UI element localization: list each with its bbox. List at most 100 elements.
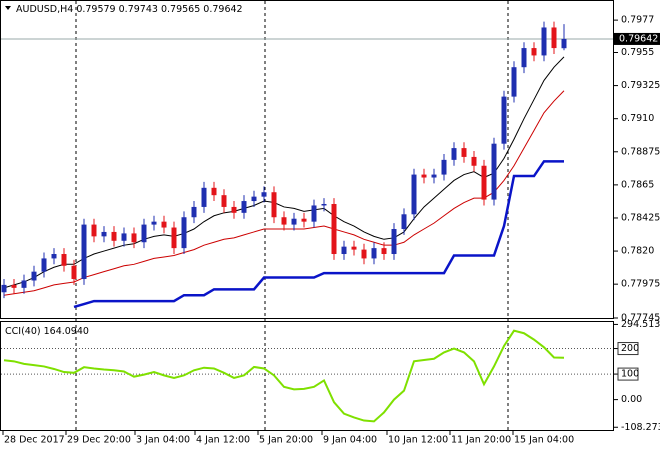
candle-body (391, 229, 397, 255)
candle-body (501, 96, 507, 144)
candle-body (341, 246, 347, 255)
candle-body (471, 156, 477, 166)
candle-body (151, 221, 157, 225)
candle-body (91, 224, 97, 237)
candle-body (131, 233, 137, 243)
cci-tick-label: 100 (621, 369, 639, 380)
cci-level-box (617, 342, 639, 356)
candle-body (321, 203, 327, 206)
candle-body (421, 174, 427, 178)
candle-body (331, 203, 337, 255)
cci-tick-label: -108.2739 (621, 422, 660, 433)
candle-body (511, 67, 517, 97)
candle-body (241, 201, 247, 213)
candle-body (481, 165, 487, 200)
candle-body (251, 196, 257, 202)
candle-body (231, 206, 237, 213)
candle-body (191, 206, 197, 218)
candle-body (431, 174, 437, 178)
x-tick-label: 3 Jan 04:00 (136, 435, 190, 446)
cci-tick-label: 0.00 (621, 394, 642, 405)
overlay-line (73, 160, 564, 309)
candle-body (121, 233, 127, 241)
candle-body (221, 195, 227, 207)
x-tick-label: 10 Jan 12:00 (388, 435, 448, 446)
candle-body (11, 284, 17, 288)
cci-tick-label: 294.513 (621, 319, 660, 330)
close: 0.79642 (203, 4, 242, 15)
candle-body (141, 224, 147, 243)
cci-line (3, 329, 565, 423)
candle-body (161, 221, 167, 228)
candle-body (181, 217, 187, 249)
x-tick-label: 9 Jan 04:00 (323, 435, 377, 446)
candle-body (361, 249, 367, 259)
candle-body (531, 48, 537, 56)
cci-name: CCI(40) (5, 326, 41, 337)
candle-body (371, 248, 377, 259)
candle-body (81, 224, 87, 280)
candle-body (201, 187, 207, 207)
symbol: AUDUSD,H4 (16, 4, 73, 15)
candle-body (451, 148, 457, 160)
x-tick-label: 29 Dec 20:00 (67, 435, 131, 446)
candle-body (441, 159, 447, 175)
x-tick-label: 15 Jan 04:00 (514, 435, 574, 446)
candle-body (111, 231, 117, 241)
candle-body (41, 258, 47, 272)
candle-body (521, 48, 527, 68)
cci-level-box (617, 367, 639, 381)
candle-body (411, 174, 417, 215)
current-price-label: 0.79642 (619, 33, 658, 44)
cci-header: CCI(40) 164.0940 (5, 326, 89, 337)
x-tick-label: 4 Jan 12:00 (196, 435, 250, 446)
y-tick-label: 0.7955 (621, 47, 654, 58)
candle-body (281, 217, 287, 225)
candle-body (1, 284, 7, 293)
cci-panel (0, 321, 614, 431)
low: 0.79565 (161, 4, 200, 15)
candle-body (61, 254, 67, 266)
candle-body (101, 231, 107, 237)
y-tick-label: 0.78875 (621, 146, 660, 157)
y-tick-label: 0.77745 (621, 313, 660, 324)
candle-body (551, 27, 557, 49)
y-tick-label: 0.7977 (621, 15, 654, 26)
header: AUDUSD,H4 0.79579 0.79743 0.79565 0.7964… (16, 4, 243, 15)
x-tick-label: 11 Jan 20:00 (451, 435, 511, 446)
candle-body (541, 27, 547, 56)
y-tick-label: 0.78425 (621, 212, 660, 223)
candle-body (401, 214, 407, 230)
y-tick-label: 0.7820 (621, 246, 654, 257)
cci-current: 164.0940 (44, 326, 89, 337)
candle-body (491, 143, 497, 200)
high: 0.79743 (119, 4, 158, 15)
y-tick-label: 0.7865 (621, 179, 654, 190)
candle-body (311, 205, 317, 222)
candle-body (51, 254, 57, 259)
current-price-box (614, 32, 660, 45)
candle-body (31, 271, 37, 281)
candle-body (351, 246, 357, 250)
candle-body (261, 192, 267, 197)
candle-body (381, 248, 387, 255)
candle-body (561, 38, 567, 49)
candle-body (71, 265, 77, 280)
collapse-triangle (5, 6, 11, 10)
x-tick-label: 5 Jan 20:00 (259, 435, 313, 446)
overlay-line (3, 56, 565, 289)
x-tick-label: 28 Dec 2017 (4, 435, 65, 446)
candle-body (291, 218, 297, 225)
open: 0.79579 (76, 4, 115, 15)
cci-tick-label: 200 (621, 343, 639, 354)
y-tick-label: 0.7910 (621, 113, 654, 124)
candle-body (461, 148, 467, 157)
y-tick-label: 0.79325 (621, 80, 660, 91)
main-panel (0, 0, 614, 319)
candle-body (171, 227, 177, 249)
candle-body (271, 192, 277, 218)
candle-body (21, 280, 27, 288)
candle-body (211, 187, 217, 196)
candle-body (301, 218, 307, 222)
